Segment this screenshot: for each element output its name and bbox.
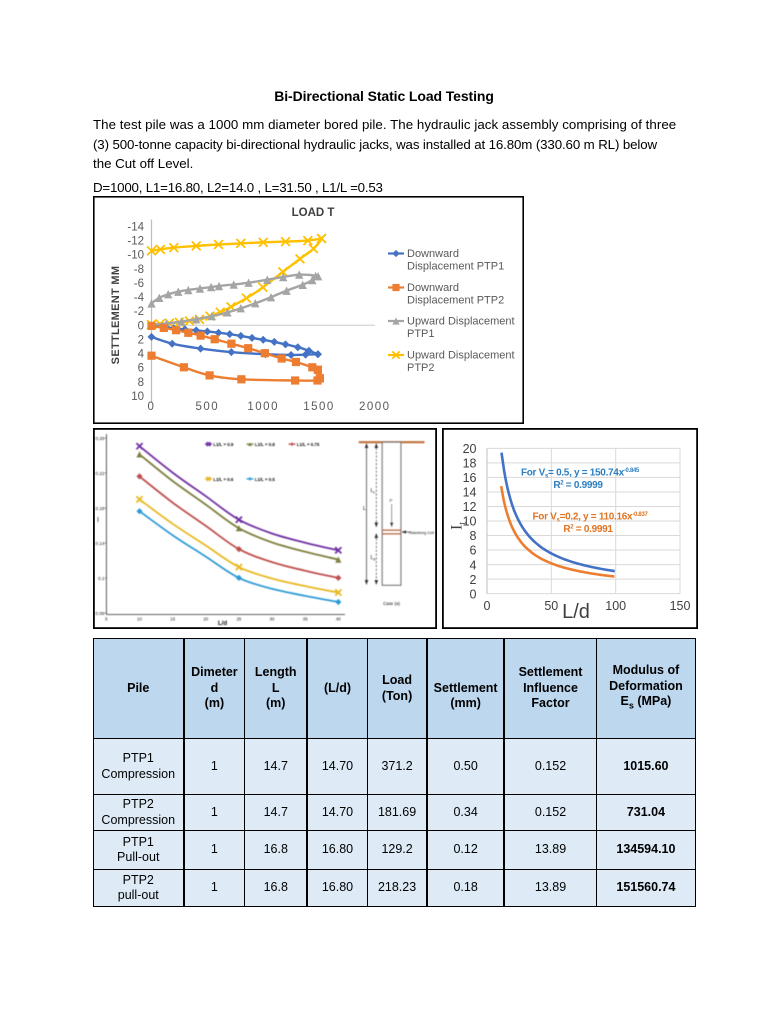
svg-text:R2 = 0.9999: R2 = 0.9999 <box>553 480 603 491</box>
svg-text:50: 50 <box>544 599 558 613</box>
svg-text:P: P <box>390 498 393 503</box>
svg-text:20: 20 <box>463 442 477 456</box>
svg-text:Downward: Downward <box>407 282 459 294</box>
svg-text:2000: 2000 <box>359 401 391 413</box>
svg-text:0: 0 <box>484 599 491 613</box>
svg-text:8: 8 <box>470 529 477 543</box>
svg-text:L1/L = 0.6: L1/L = 0.6 <box>213 477 234 482</box>
svg-text:LOAD T: LOAD T <box>292 207 335 219</box>
svg-text:PTP1: PTP1 <box>407 328 435 340</box>
svg-text:30: 30 <box>270 616 275 621</box>
svg-text:Upward Displacement: Upward Displacement <box>407 316 515 328</box>
svg-text:10: 10 <box>137 616 142 621</box>
svg-text:150: 150 <box>670 599 691 613</box>
svg-text:18: 18 <box>463 457 477 471</box>
svg-text:-4: -4 <box>134 292 145 304</box>
svg-text:It: It <box>449 522 469 530</box>
svg-text:12: 12 <box>463 500 477 514</box>
svg-text:100: 100 <box>605 599 626 613</box>
svg-text:0.18: 0.18 <box>96 506 105 511</box>
svg-text:0.06: 0.06 <box>96 611 105 616</box>
svg-text:L1/L = 0.8: L1/L = 0.8 <box>255 442 276 447</box>
svg-text:I: I <box>97 517 99 524</box>
svg-text:L: L <box>371 488 374 494</box>
svg-text:For Vs= 0.5, y = 150.74x-0.845: For Vs= 0.5, y = 150.74x-0.845 <box>521 468 640 480</box>
svg-text:2: 2 <box>138 334 144 346</box>
svg-text:6: 6 <box>138 363 144 375</box>
svg-text:-6: -6 <box>134 278 144 290</box>
svg-text:16: 16 <box>463 471 477 485</box>
svg-text:0: 0 <box>138 320 144 332</box>
svg-text:5: 5 <box>105 616 108 621</box>
svg-text:L: L <box>363 506 366 512</box>
svg-text:2: 2 <box>470 573 477 587</box>
svg-text:d: d <box>373 558 375 562</box>
svg-text:L/d: L/d <box>562 601 590 623</box>
svg-text:15: 15 <box>170 616 175 621</box>
svg-text:10: 10 <box>131 391 144 403</box>
svg-text:L/d: L/d <box>218 620 227 627</box>
svg-text:40: 40 <box>336 616 341 621</box>
svg-text:SETTLEMENT MM: SETTLEMENT MM <box>110 266 122 365</box>
svg-text:L1/L = 0.75: L1/L = 0.75 <box>297 442 320 447</box>
svg-text:Upward Displacement: Upward Displacement <box>407 350 515 362</box>
svg-text:Displacement PTP2: Displacement PTP2 <box>407 295 504 307</box>
svg-text:-10: -10 <box>127 250 144 262</box>
svg-text:1500: 1500 <box>303 401 335 413</box>
svg-text:500: 500 <box>195 401 219 413</box>
svg-text:-2: -2 <box>134 306 144 318</box>
svg-text:0.14: 0.14 <box>96 541 105 546</box>
svg-text:-12: -12 <box>127 236 144 248</box>
svg-text:-14: -14 <box>127 222 144 234</box>
svg-text:L1/L = 0.9: L1/L = 0.9 <box>213 442 234 447</box>
svg-text:20: 20 <box>203 616 208 621</box>
svg-text:0.26: 0.26 <box>96 436 105 441</box>
svg-text:6: 6 <box>470 544 477 558</box>
svg-text:Displacement PTP1: Displacement PTP1 <box>407 261 504 273</box>
svg-text:4: 4 <box>470 558 477 572</box>
svg-text:L: L <box>371 555 374 561</box>
svg-text:Osterberg Cell: Osterberg Cell <box>409 530 434 535</box>
svg-text:Downward: Downward <box>407 248 459 260</box>
svg-text:Case (a): Case (a) <box>383 601 400 606</box>
svg-text:14: 14 <box>463 486 477 500</box>
svg-text:0.22: 0.22 <box>96 471 105 476</box>
svg-text:-8: -8 <box>134 264 144 276</box>
svg-text:35: 35 <box>303 616 308 621</box>
svg-text:0: 0 <box>470 587 477 601</box>
svg-text:0: 0 <box>148 401 156 413</box>
svg-text:PTP2: PTP2 <box>407 362 435 374</box>
svg-text:For Vs=0.2, y = 110.16x-0.837: For Vs=0.2, y = 110.16x-0.837 <box>532 512 648 524</box>
svg-text:4: 4 <box>138 349 145 361</box>
svg-text:25: 25 <box>236 616 241 621</box>
svg-text:R2 = 0.9991: R2 = 0.9991 <box>563 524 613 535</box>
svg-text:1000: 1000 <box>247 401 279 413</box>
svg-text:10: 10 <box>463 515 477 529</box>
svg-text:L1/L = 0.5: L1/L = 0.5 <box>255 477 276 482</box>
svg-text:8: 8 <box>138 377 144 389</box>
svg-text:c: c <box>373 491 375 495</box>
svg-text:0.1: 0.1 <box>98 576 105 581</box>
